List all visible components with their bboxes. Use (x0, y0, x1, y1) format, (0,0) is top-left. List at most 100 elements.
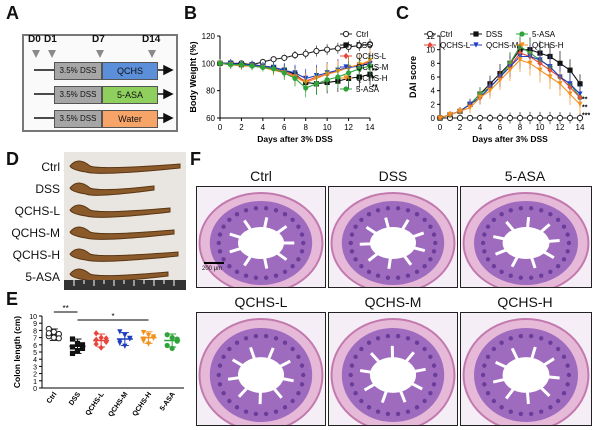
crypt (414, 405, 420, 410)
crypt (221, 224, 226, 229)
crypt (234, 340, 240, 345)
crypt (385, 206, 391, 211)
y-tick-label: 9 (33, 321, 37, 328)
crypt (395, 206, 401, 211)
crypt (499, 405, 504, 410)
crypt-gap (231, 358, 246, 369)
crypt (528, 275, 534, 280)
y-tick-label: 8 (33, 328, 37, 335)
data-point-Ctrl (366, 41, 374, 48)
colon-qchs-l (69, 204, 171, 218)
data-point-5-ASA (356, 66, 362, 72)
legend-marker (342, 30, 350, 38)
hist-title-dss: DSS (378, 168, 408, 184)
body-weight-chart: 60 80 100 120 0 2 4 6 8 10 12 14 Days after 3% DSS Bo… (190, 30, 389, 144)
y-tick-label: 3 (33, 364, 37, 371)
data-point-QCHS-H (497, 77, 503, 84)
crypt (243, 273, 249, 278)
crypt (508, 336, 513, 341)
crypt-gap (504, 386, 516, 400)
crypt-gap (227, 375, 243, 381)
crypt-gap (277, 359, 291, 369)
data-point-QCHS-H (567, 91, 573, 97)
x-tick-label: 12 (344, 123, 353, 132)
legend-label-QCHS-M: QCHS-M (486, 41, 519, 50)
data-point-QCHS-H (150, 334, 157, 340)
crypt (290, 398, 295, 404)
crypt (395, 275, 401, 280)
hist-title-5asa: 5-ASA (504, 168, 546, 184)
design-row-1-treat: QCHS (102, 62, 158, 80)
data-point-Ctrl (55, 335, 62, 342)
day-label-d7: D7 (92, 34, 105, 45)
crypt-gap (271, 386, 283, 399)
data-point-DSS (79, 342, 86, 348)
crypt (422, 346, 427, 352)
y-tick-label: 1 (33, 379, 37, 386)
crypt (290, 346, 295, 352)
x-tick-label-QCHS-M: QCHS-M (107, 391, 129, 418)
data-point-QCHS-H (437, 115, 443, 121)
data-point-Ctrl (334, 45, 341, 52)
crypt (555, 398, 561, 404)
data-point-Ctrl (466, 114, 474, 122)
data-point-QCHS-H (507, 67, 513, 73)
crypt (366, 405, 372, 410)
crypt (485, 391, 491, 396)
lumen (502, 227, 550, 259)
data-point-DSS (74, 340, 81, 346)
crypt (428, 354, 433, 359)
crypt (263, 333, 269, 339)
crypt-gap (402, 253, 413, 266)
significance-mark: ** (372, 68, 378, 75)
data-point-QCHS-M (127, 336, 133, 342)
y-tick-label: 7 (33, 336, 37, 343)
crypt-gap (545, 238, 560, 244)
data-point-DSS (557, 60, 563, 66)
y-tick-label: 10 (426, 46, 435, 55)
crypt (299, 232, 305, 237)
data-point-Ctrl (50, 334, 57, 341)
crypt (216, 372, 221, 378)
crypt (282, 405, 288, 410)
lumen (369, 227, 417, 259)
data-point-QCHS-H (527, 60, 533, 66)
data-point-DSS (567, 67, 573, 73)
crypt (414, 269, 420, 275)
data-point-QCHS-H (145, 332, 152, 339)
design-row-2-treat: 5-ASA (102, 86, 158, 104)
crypt-gap (538, 223, 551, 235)
data-point-5-ASA (169, 335, 175, 341)
x-tick-label: 2 (458, 123, 463, 132)
data-point-QCHS-H (577, 101, 583, 107)
data-point-DSS (69, 350, 76, 357)
crypt (482, 382, 487, 387)
crypt-gap (541, 357, 555, 368)
crypt (508, 273, 513, 278)
x-tick-label: 8 (518, 123, 523, 132)
crypt (518, 411, 524, 417)
crypt (253, 275, 259, 280)
crypt (482, 249, 487, 254)
crypt (282, 211, 288, 217)
data-point-5-ASA (260, 64, 266, 71)
crypt (349, 363, 355, 368)
x-tick-label: 8 (303, 123, 308, 132)
data-point-QCHS-L (98, 344, 104, 351)
crypt (548, 340, 553, 345)
colon-photo (64, 152, 186, 290)
crypt (539, 409, 544, 414)
design-row-3-treat: Water (102, 110, 158, 128)
crypt (282, 269, 288, 275)
x-tick-label: 0 (218, 123, 223, 132)
data-point-QCHS-H (487, 88, 493, 94)
crypt (491, 398, 497, 404)
crypt (221, 257, 226, 262)
crypt (385, 333, 391, 339)
significance-label: * (111, 312, 114, 321)
crypt (385, 411, 391, 417)
data-point-5-ASA (169, 345, 175, 351)
crypt-gap (243, 219, 253, 232)
crypt (422, 217, 427, 222)
design-row-2-dss: 3.5% DSS (54, 86, 102, 104)
